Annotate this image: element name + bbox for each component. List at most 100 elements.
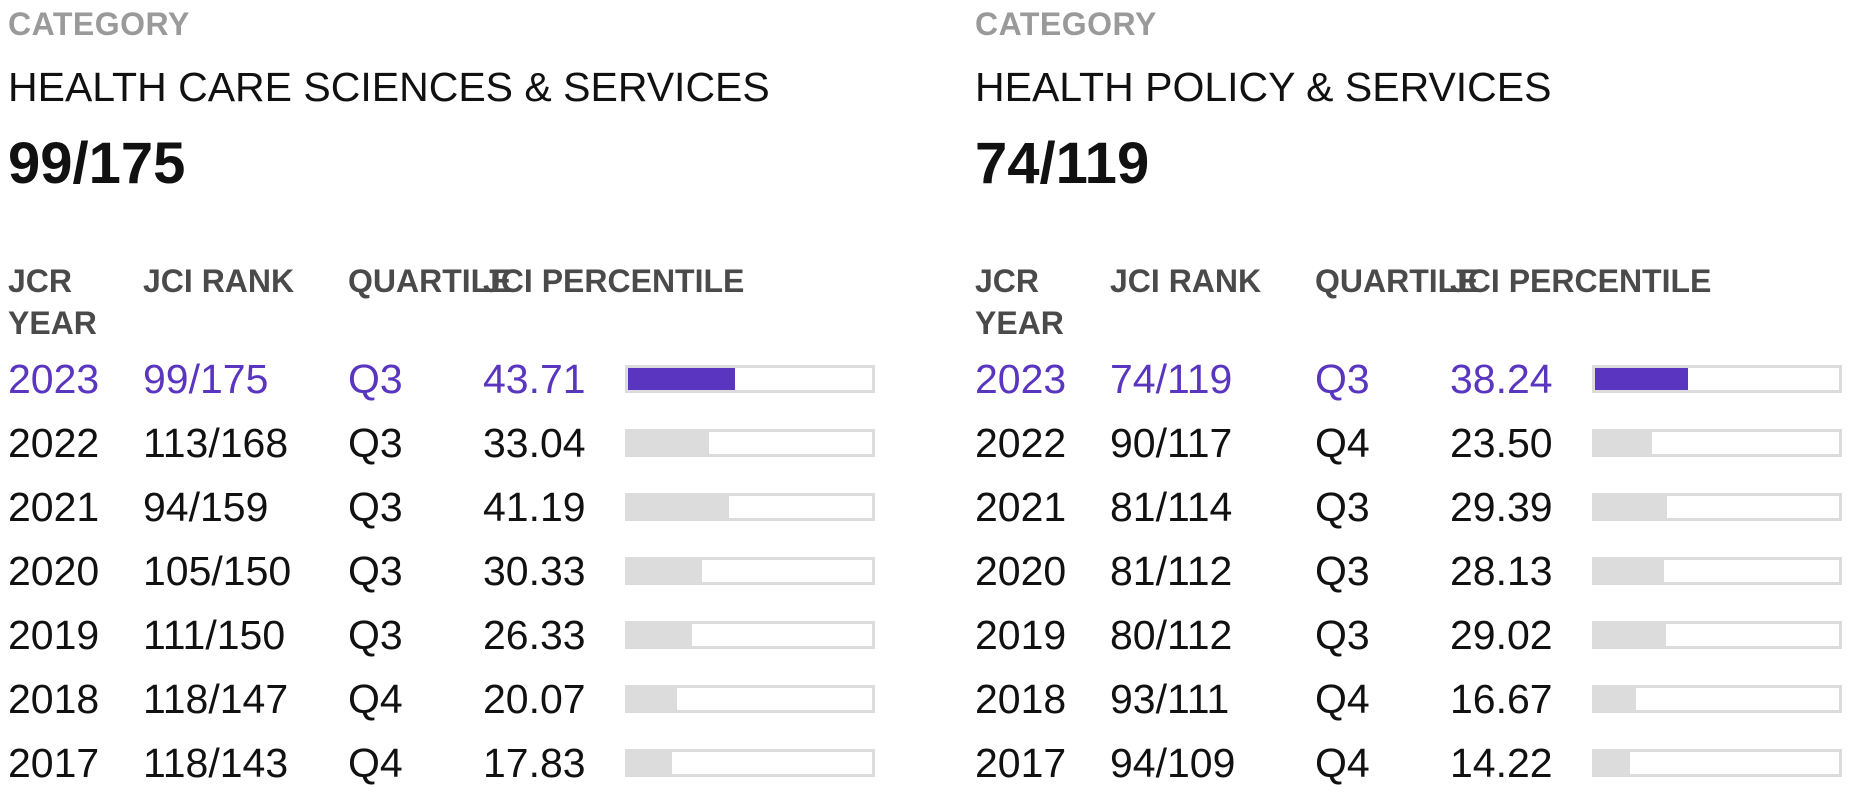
row-quartile: Q3 <box>348 484 403 530</box>
percentile-bar-fill <box>628 688 677 710</box>
row-quartile: Q3 <box>1315 484 1370 530</box>
row-quartile: Q4 <box>348 676 403 722</box>
row-rank: 81/112 <box>1110 548 1233 594</box>
row-percentile: 41.19 <box>483 484 586 530</box>
table-row: 2023 99/175 Q3 43.71 <box>8 352 948 416</box>
row-quartile: Q4 <box>348 740 403 786</box>
percentile-bar <box>625 493 875 521</box>
percentile-bar <box>625 557 875 585</box>
row-quartile: Q4 <box>1315 676 1370 722</box>
row-rank: 118/147 <box>143 676 289 722</box>
row-quartile: Q3 <box>348 420 403 466</box>
row-rank: 105/150 <box>143 548 292 594</box>
table-row: 2020 81/112 Q3 28.13 <box>975 544 1854 608</box>
percentile-bar <box>1592 493 1842 521</box>
row-rank: 80/112 <box>1110 612 1233 658</box>
row-rank: 90/117 <box>1110 420 1233 466</box>
row-year: 2020 <box>8 548 100 594</box>
row-quartile: Q3 <box>348 612 403 658</box>
percentile-bar <box>1592 685 1842 713</box>
row-quartile: Q4 <box>1315 420 1370 466</box>
row-quartile: Q3 <box>1315 548 1370 594</box>
header-jci-rank: JCI RANK <box>1110 263 1262 299</box>
header-jci-percentile: JCI PERCENTILE <box>1450 263 1712 299</box>
row-year: 2023 <box>8 356 100 402</box>
row-year: 2020 <box>975 548 1067 594</box>
table-row: 2019 111/150 Q3 26.33 <box>8 608 948 672</box>
table-row: 2017 118/143 Q4 17.83 <box>8 736 948 800</box>
percentile-bar-fill <box>1595 560 1664 582</box>
row-year: 2021 <box>8 484 100 530</box>
row-rank: 111/150 <box>143 612 286 658</box>
row-percentile: 16.67 <box>1450 676 1553 722</box>
percentile-bar <box>1592 749 1842 777</box>
percentile-bar <box>1592 621 1842 649</box>
percentile-bar-fill <box>1595 368 1689 390</box>
table-row: 2017 94/109 Q4 14.22 <box>975 736 1854 800</box>
header-jci-rank: JCI RANK <box>143 263 295 299</box>
row-quartile: Q3 <box>348 356 403 402</box>
table-row: 2021 81/114 Q3 29.39 <box>975 480 1854 544</box>
row-rank: 81/114 <box>1110 484 1233 530</box>
row-rank: 94/109 <box>1110 740 1236 786</box>
percentile-bar-fill <box>1595 752 1630 774</box>
category-label: CATEGORY <box>8 6 190 42</box>
row-year: 2022 <box>8 420 100 466</box>
table-row: 2018 118/147 Q4 20.07 <box>8 672 948 736</box>
row-percentile: 23.50 <box>1450 420 1553 466</box>
percentile-bar <box>625 621 875 649</box>
row-percentile: 26.33 <box>483 612 586 658</box>
table-row: 2018 93/111 Q4 16.67 <box>975 672 1854 736</box>
row-year: 2017 <box>975 740 1067 786</box>
row-year: 2023 <box>975 356 1067 402</box>
row-rank: 74/119 <box>1110 356 1233 402</box>
row-year: 2019 <box>8 612 100 658</box>
percentile-bar-fill <box>1595 432 1653 454</box>
row-year: 2019 <box>975 612 1067 658</box>
percentile-bar-fill <box>1595 496 1667 518</box>
row-percentile: 17.83 <box>483 740 586 786</box>
row-year: 2021 <box>975 484 1067 530</box>
row-rank: 118/143 <box>143 740 289 786</box>
rank-table: 2023 99/175 Q3 43.71 2022 113/168 Q3 33.04 2021 9… <box>8 352 948 800</box>
row-percentile: 14.22 <box>1450 740 1553 786</box>
percentile-bar <box>625 365 875 393</box>
category-name: HEALTH POLICY & SERVICES <box>975 64 1552 110</box>
table-row: 2020 105/150 Q3 30.33 <box>8 544 948 608</box>
percentile-bar-fill <box>628 624 693 646</box>
header-quartile: QUARTILE <box>348 263 512 299</box>
percentile-bar-fill <box>1595 624 1666 646</box>
row-percentile: 29.39 <box>1450 484 1553 530</box>
category-rank: 99/175 <box>8 131 186 196</box>
row-quartile: Q3 <box>1315 356 1370 402</box>
row-quartile: Q3 <box>348 548 403 594</box>
header-jcr-year: JCR YEAR <box>975 263 1064 341</box>
header-quartile: QUARTILE <box>1315 263 1479 299</box>
percentile-bar-fill <box>1595 688 1636 710</box>
percentile-bar <box>625 429 875 457</box>
rank-table: 2023 74/119 Q3 38.24 2022 90/117 Q4 23.50 2021 81… <box>975 352 1854 800</box>
row-percentile: 30.33 <box>483 548 586 594</box>
row-year: 2022 <box>975 420 1067 466</box>
percentile-bar-fill <box>628 432 709 454</box>
row-percentile: 28.13 <box>1450 548 1553 594</box>
percentile-bar-fill <box>628 496 729 518</box>
percentile-bar <box>625 749 875 777</box>
row-year: 2018 <box>975 676 1067 722</box>
row-rank: 93/111 <box>1110 676 1230 722</box>
percentile-bar <box>1592 429 1842 457</box>
header-jci-percentile: JCI PERCENTILE <box>483 263 745 299</box>
row-rank: 99/175 <box>143 356 269 402</box>
row-year: 2017 <box>8 740 100 786</box>
table-row: 2019 80/112 Q3 29.02 <box>975 608 1854 672</box>
category-name: HEALTH CARE SCIENCES & SERVICES <box>8 64 770 110</box>
category-label: CATEGORY <box>975 6 1157 42</box>
percentile-bar-fill <box>628 368 735 390</box>
table-row: 2023 74/119 Q3 38.24 <box>975 352 1854 416</box>
percentile-bar <box>625 685 875 713</box>
row-year: 2018 <box>8 676 100 722</box>
table-row: 2022 90/117 Q4 23.50 <box>975 416 1854 480</box>
header-jcr-year: JCR YEAR <box>8 263 97 341</box>
category-rank: 74/119 <box>975 131 1150 196</box>
row-percentile: 38.24 <box>1450 356 1553 402</box>
